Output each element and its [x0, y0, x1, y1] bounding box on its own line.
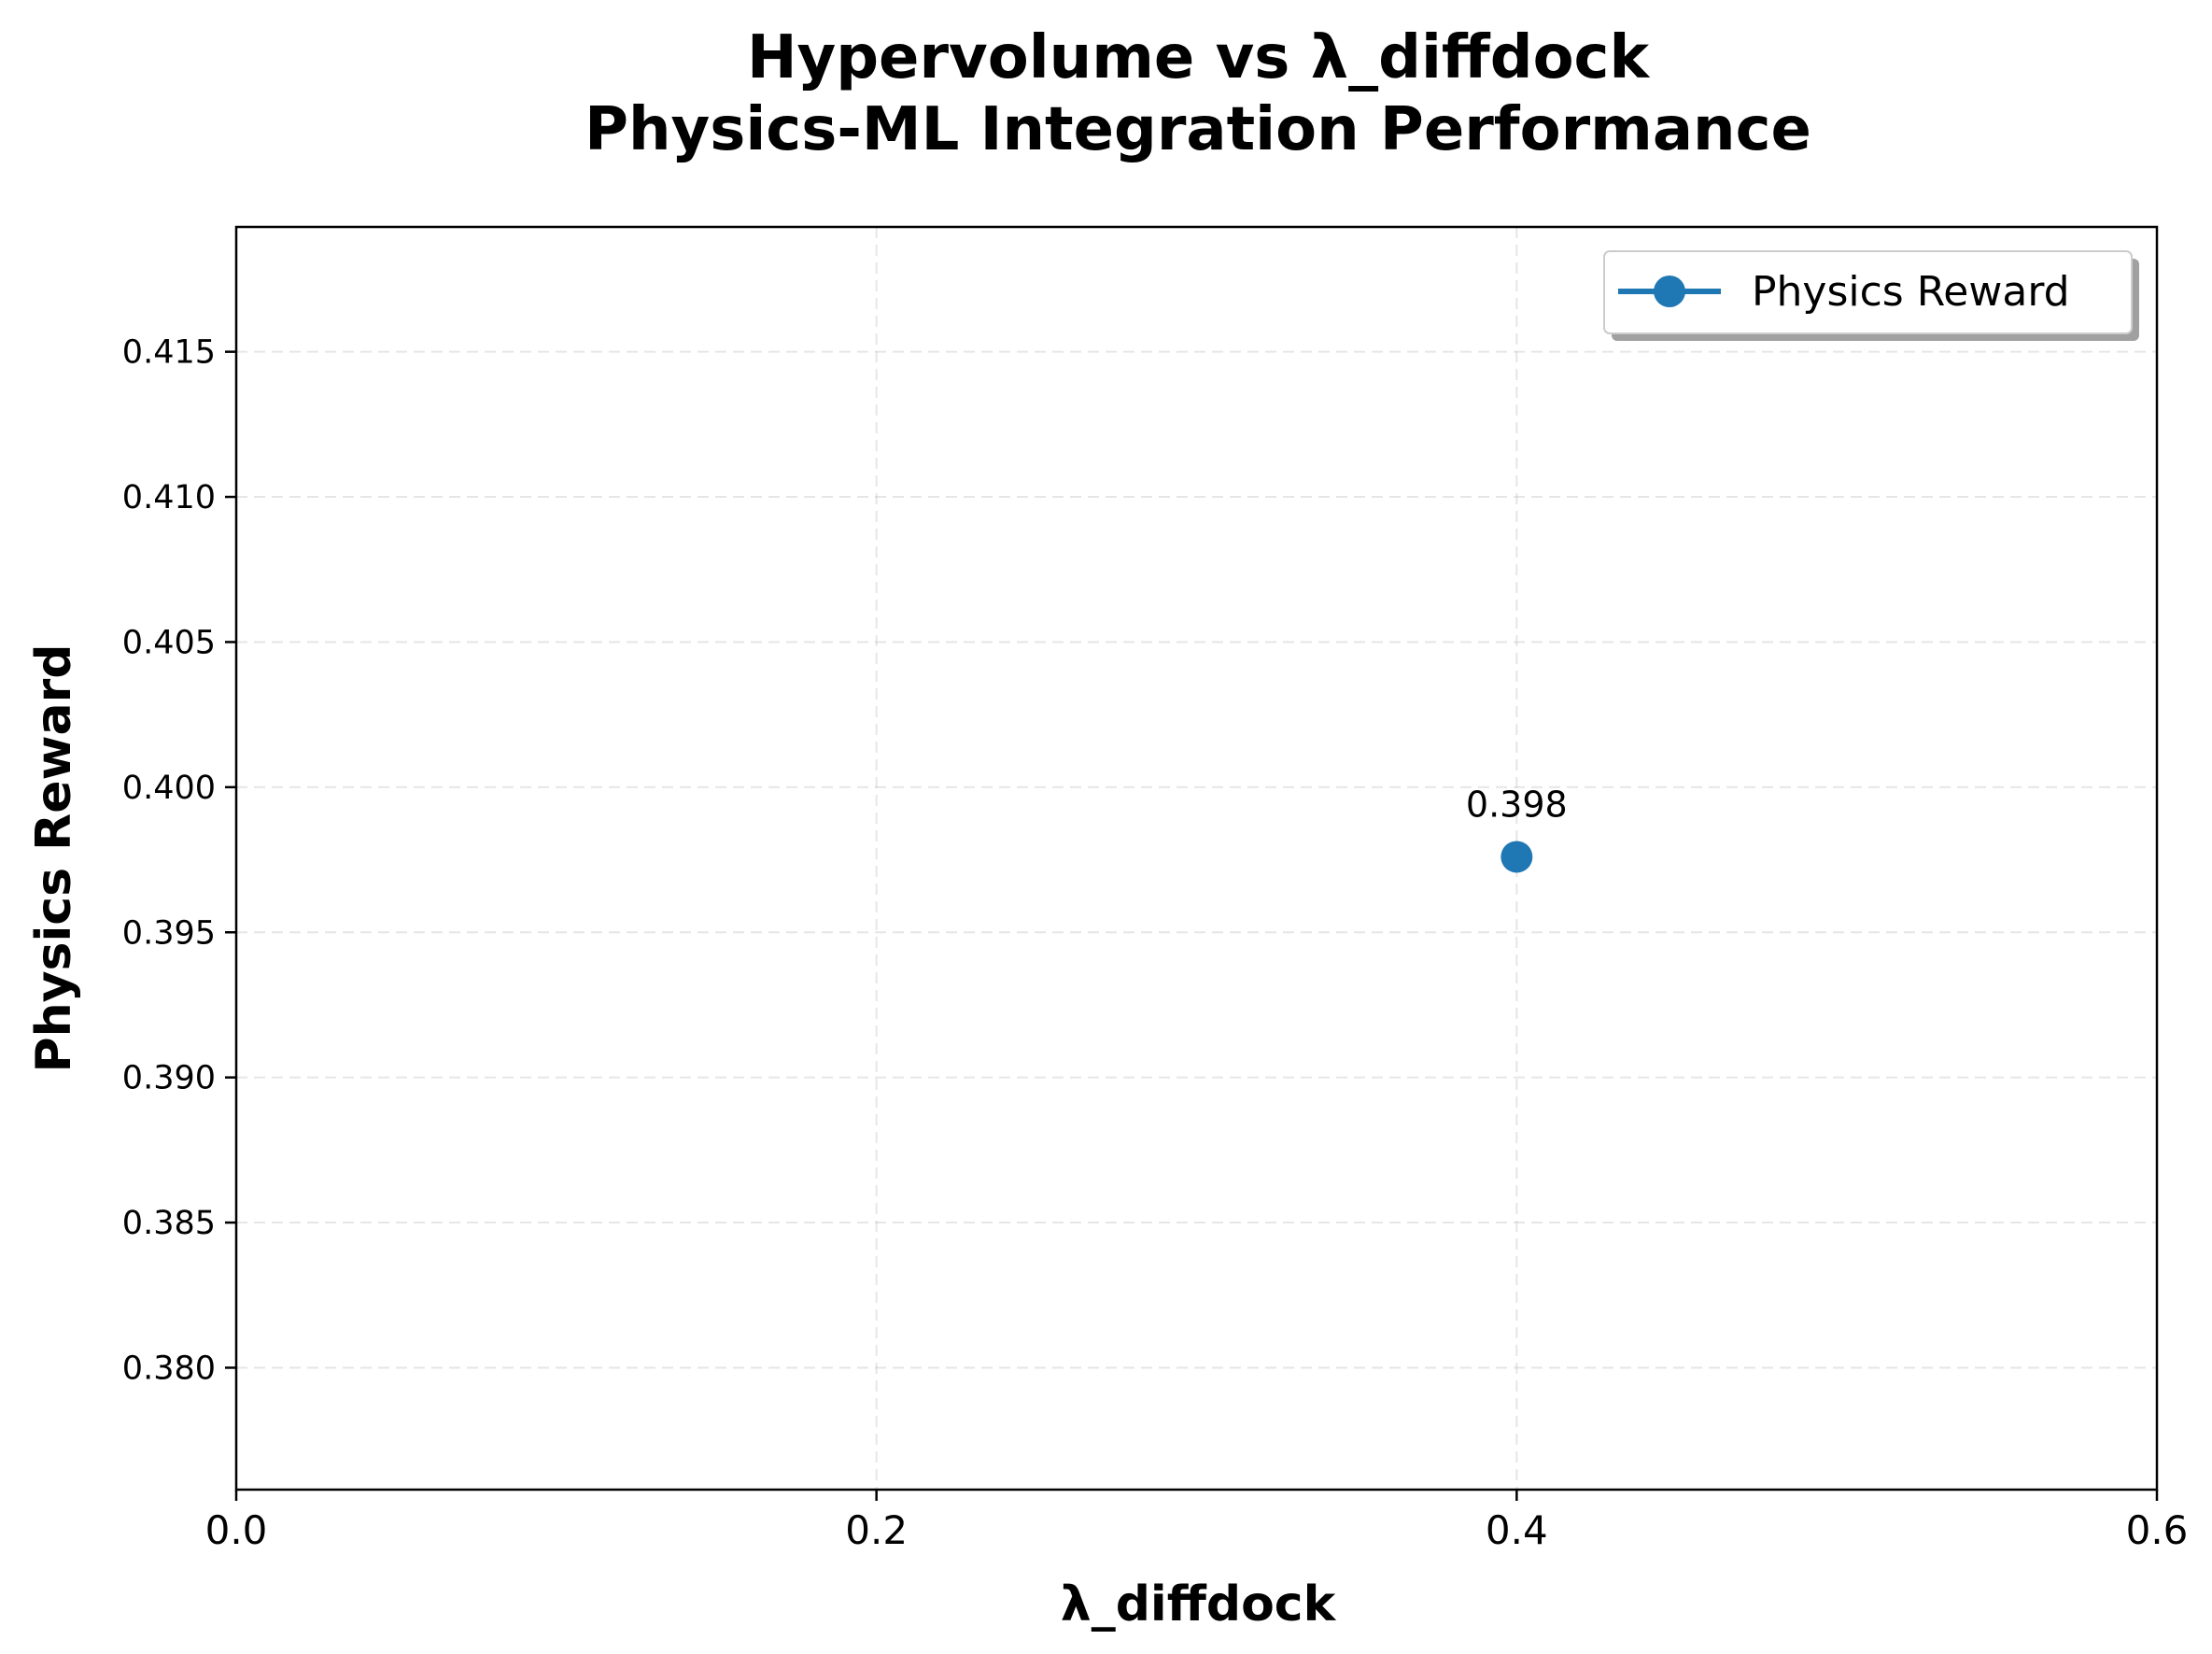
y-tick-label: 0.410 — [122, 479, 216, 516]
y-tick-label: 0.390 — [122, 1060, 216, 1097]
chart-title-line-1: Hypervolume vs λ_diffdock — [747, 23, 1651, 92]
data-label: 0.398 — [1466, 784, 1568, 825]
chart-title-line-2: Physics-ML Integration Performance — [585, 95, 1811, 164]
axes-frame — [234, 225, 2159, 1491]
y-tick-label: 0.400 — [122, 770, 216, 807]
data-point — [1500, 841, 1533, 873]
y-tick-label: 0.380 — [122, 1350, 216, 1387]
y-tick-label: 0.405 — [122, 624, 216, 661]
legend-circle-marker — [1654, 276, 1685, 307]
x-axis-ticks: 0.0 0.2 0.4 0.6 — [205, 1490, 2189, 1553]
series-physics-reward: 0.398 — [1466, 784, 1568, 873]
y-axis-ticks: 0.380 0.385 0.390 0.395 0.400 0.405 0.410 0.415 — [122, 334, 236, 1387]
x-axis-label: λ_diffdock — [1061, 1576, 1337, 1633]
y-axis-label: Physics Reward — [26, 644, 82, 1073]
legend-label-physics-reward: Physics Reward — [1752, 268, 2070, 316]
y-tick-label: 0.395 — [122, 914, 216, 952]
x-tick-label: 0.2 — [845, 1507, 908, 1553]
legend-box — [1603, 250, 2133, 334]
x-tick-label: 0.0 — [205, 1507, 268, 1553]
y-tick-label: 0.415 — [122, 334, 216, 372]
plot-area — [236, 227, 2157, 1490]
y-tick-label: 0.385 — [122, 1205, 216, 1242]
legend: Physics Reward — [1603, 250, 2139, 341]
x-tick-label: 0.6 — [2126, 1507, 2189, 1553]
x-tick-label: 0.4 — [1486, 1507, 1548, 1553]
